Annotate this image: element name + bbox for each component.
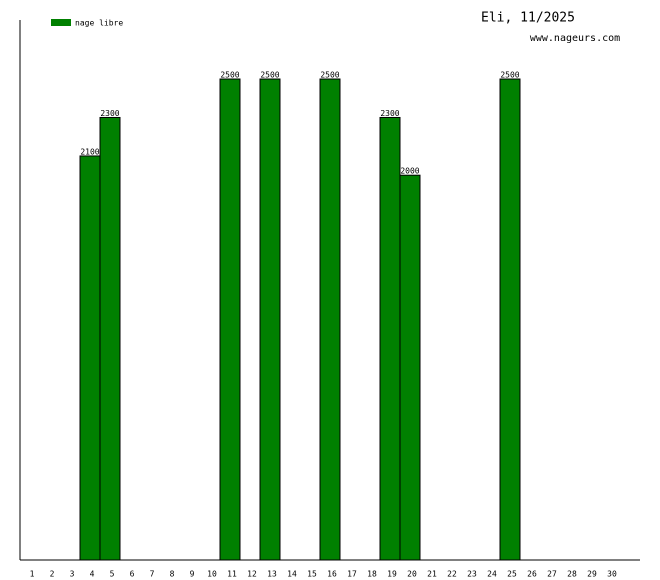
value-label: 2000 [400,167,419,176]
chart-subtitle: www.nageurs.com [530,33,620,44]
x-tick-label: 9 [190,570,195,579]
bar [99,116,121,561]
x-tick-label: 13 [267,570,277,579]
chart-title: Eli, 11/2025 [481,11,575,26]
value-label: 2500 [500,71,519,80]
x-tick-label: 26 [527,570,537,579]
x-tick-label: 25 [507,570,517,579]
legend-swatch [51,19,71,26]
x-tick-label: 21 [427,570,437,579]
x-tick-label: 23 [467,570,477,579]
x-tick-label: 8 [170,570,175,579]
x-tick-label: 5 [110,570,115,579]
bar [219,78,241,561]
x-tick-label: 18 [367,570,377,579]
x-tick-label: 16 [327,570,337,579]
value-label: 2500 [260,71,279,80]
x-tick-label: 12 [247,570,257,579]
value-label: 2300 [380,109,399,118]
x-tick-label: 24 [487,570,497,579]
bar [499,78,521,561]
x-tick-label: 11 [227,570,237,579]
x-tick-label: 4 [90,570,95,579]
x-tick-label: 14 [287,570,297,579]
legend-label: nage libre [75,19,123,28]
x-tick-label: 17 [347,570,357,579]
x-tick-label: 30 [607,570,617,579]
x-tick-label: 22 [447,570,457,579]
value-label: 2100 [80,147,99,156]
x-tick-label: 10 [207,570,217,579]
x-tick-label: 6 [130,570,135,579]
x-tick-label: 3 [70,570,75,579]
x-tick-label: 1 [30,570,35,579]
x-tick-label: 15 [307,570,317,579]
bar [79,155,101,561]
x-tick-label: 28 [567,570,577,579]
value-label: 2500 [320,71,339,80]
x-tick-label: 29 [587,570,597,579]
x-tick-label: 27 [547,570,557,579]
bar [259,78,281,561]
x-tick-label: 20 [407,570,417,579]
bar [399,174,421,561]
bar [319,78,341,561]
x-tick-label: 19 [387,570,397,579]
value-label: 2500 [220,71,239,80]
x-tick-label: 2 [50,570,55,579]
bar [379,116,401,561]
x-tick-label: 7 [150,570,155,579]
value-label: 2300 [100,109,119,118]
